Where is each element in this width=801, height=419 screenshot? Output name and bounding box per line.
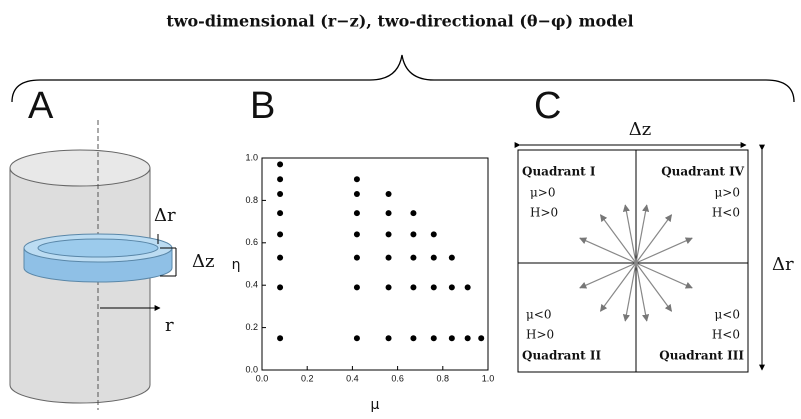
point <box>353 254 360 261</box>
x-tick-label: 0.8 <box>437 373 450 383</box>
point <box>410 254 417 261</box>
point <box>430 335 437 342</box>
quadrant-mu: μ<0 <box>715 308 741 322</box>
point <box>353 210 360 217</box>
point <box>385 210 392 217</box>
plot-frame <box>261 157 489 371</box>
quadrant-h: H>0 <box>530 206 558 220</box>
panel-label: B <box>250 85 275 127</box>
y-tick-label: 0.0 <box>245 364 258 374</box>
point <box>277 335 284 342</box>
arrow <box>635 262 693 289</box>
point <box>464 335 471 342</box>
arrow <box>599 214 637 264</box>
quadrant-h: H>0 <box>526 328 554 342</box>
cylinder <box>9 149 151 404</box>
point <box>430 284 437 291</box>
x-tick-label: 0.4 <box>346 373 359 383</box>
point <box>277 176 284 183</box>
arrow <box>635 262 650 322</box>
arrow <box>635 262 673 312</box>
quadrant-h: H<0 <box>712 206 740 220</box>
quadrant-name: Quadrant I <box>522 165 596 179</box>
point <box>353 284 360 291</box>
point <box>448 254 455 261</box>
point <box>353 335 360 342</box>
point <box>410 231 417 238</box>
point <box>385 191 392 198</box>
point <box>385 284 392 291</box>
arrow <box>622 204 637 264</box>
quadrant-name: Quadrant IV <box>661 165 745 179</box>
quadrant-name: Quadrant II <box>522 349 602 363</box>
point <box>430 254 437 261</box>
quadrant-mu: μ>0 <box>530 186 556 200</box>
point <box>478 335 485 342</box>
point <box>385 254 392 261</box>
title: two-dimensional (r−z), two-directional (… <box>166 12 633 31</box>
point <box>353 231 360 238</box>
y-tick-label: 0.6 <box>245 237 258 247</box>
direction-arrows <box>579 204 693 322</box>
point <box>410 335 417 342</box>
y-tick-label: 0.2 <box>245 322 258 332</box>
point <box>277 284 284 291</box>
point <box>277 161 284 168</box>
delta-z: Δz <box>192 251 214 272</box>
point <box>410 284 417 291</box>
dz-bracket <box>160 247 177 277</box>
x-tick-label: 0.0 <box>256 373 269 383</box>
panel-label: C <box>534 85 561 127</box>
point <box>430 231 437 238</box>
y-tick-label: 0.4 <box>245 280 258 290</box>
quadrant-h: H<0 <box>712 328 740 342</box>
ring <box>23 233 173 283</box>
quadrant-mu: μ>0 <box>715 186 741 200</box>
arrow <box>599 262 637 312</box>
quadrant-name: Quadrant III <box>659 349 744 363</box>
point <box>385 335 392 342</box>
point <box>353 176 360 183</box>
point <box>277 210 284 217</box>
point <box>277 231 284 238</box>
x-tick-label: 1.0 <box>482 373 495 383</box>
arrow <box>579 237 637 264</box>
r-label: r <box>165 315 174 336</box>
arrow <box>635 204 650 264</box>
point <box>385 231 392 238</box>
quadrant-mu: μ<0 <box>526 308 552 322</box>
y-label: η <box>232 257 241 273</box>
arrow <box>622 262 637 322</box>
point <box>277 254 284 261</box>
arrow <box>635 237 693 264</box>
point <box>353 191 360 198</box>
point <box>277 191 284 198</box>
delta-r: Δr <box>154 205 176 226</box>
y-tick-label: 0.8 <box>245 195 258 205</box>
point <box>464 284 471 291</box>
x-label: μ <box>371 397 380 413</box>
point <box>448 284 455 291</box>
delta-z: Δz <box>629 119 651 140</box>
panel-label: A <box>28 85 54 127</box>
point <box>410 210 417 217</box>
brace <box>11 54 795 103</box>
delta-r: Δr <box>772 254 794 275</box>
quadrant-box <box>517 149 749 373</box>
arrow <box>635 214 673 264</box>
point <box>448 335 455 342</box>
arrow <box>579 262 637 289</box>
x-tick-label: 0.6 <box>391 373 404 383</box>
y-tick-label: 1.0 <box>245 152 258 162</box>
x-tick-label: 0.2 <box>301 373 314 383</box>
